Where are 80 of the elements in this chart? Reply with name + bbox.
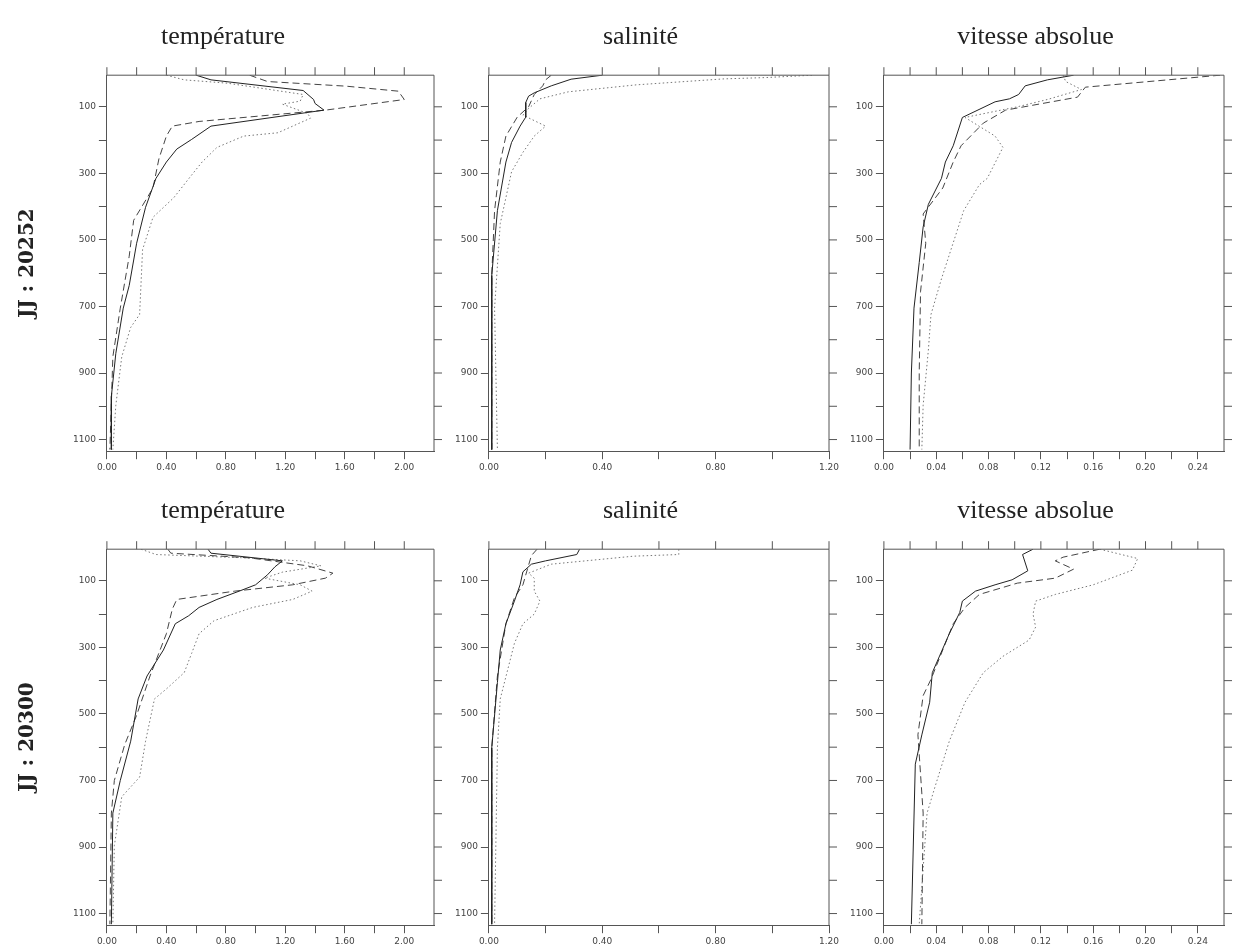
y-tick-label: 900 [78,841,97,852]
x-tick-label: 0.00 [478,935,500,946]
y-tick-label: 700 [78,774,97,785]
x-tick-label: 0.80 [705,935,726,946]
x-tick-label: 0.00 [478,461,500,472]
chart-title: salinité [602,495,679,525]
y-tick-label: 500 [78,234,97,245]
x-tick-label: 0.16 [1083,461,1104,472]
y-tick-label: 100 [78,575,97,586]
y-tick-label: 1100 [850,433,874,444]
x-tick-label: 1.60 [334,935,356,946]
x-tick-label: 2.00 [394,935,415,946]
chart-title: température [160,21,286,51]
y-tick-label: 500 [460,234,479,245]
y-tick-label: 300 [460,641,479,652]
y-tick-label: 900 [460,367,479,378]
y-tick-label: 500 [460,708,479,719]
y-tick-label: 900 [78,367,97,378]
x-tick-label: 0.08 [978,461,999,472]
x-tick-label: 2.00 [394,461,415,472]
x-tick-label: 0.40 [156,461,177,472]
y-tick-label: 700 [855,300,874,311]
y-tick-label: 100 [78,101,97,112]
x-tick-label: 0.00 [873,935,895,946]
x-tick-label: 0.40 [156,935,177,946]
y-tick-label: 300 [78,167,97,178]
x-tick-label: 1.20 [275,461,296,472]
y-tick-label: 900 [855,841,874,852]
chart-title: température [160,495,286,525]
y-axis-title: JJ : 20252 [14,208,39,321]
y-tick-label: 1100 [73,907,97,918]
x-tick-label: 1.20 [818,935,840,946]
y-tick-label: 900 [460,841,479,852]
y-tick-label: 500 [855,708,874,719]
x-tick-label: 1.60 [334,461,356,472]
x-tick-label: 0.20 [1135,461,1156,472]
x-tick-label: 0.00 [873,461,895,472]
y-tick-label: 100 [855,575,874,586]
x-tick-label: 0.00 [96,461,118,472]
x-tick-label: 1.20 [275,935,296,946]
x-tick-label: 0.40 [592,461,613,472]
y-tick-label: 700 [855,774,874,785]
y-tick-label: 300 [78,641,97,652]
x-tick-label: 0.04 [926,935,947,946]
x-tick-label: 0.20 [1135,935,1156,946]
y-tick-label: 300 [855,167,874,178]
y-tick-label: 1100 [455,433,479,444]
y-tick-label: 1100 [850,907,874,918]
y-tick-label: 900 [855,367,874,378]
line-series [918,549,1139,925]
x-tick-label: 0.24 [1187,935,1209,946]
y-tick-label: 1100 [455,907,479,918]
chart-title: vitesse absolue [957,21,1114,51]
line-series [494,549,680,925]
x-tick-label: 0.08 [978,935,999,946]
x-tick-label: 0.16 [1083,935,1104,946]
y-axis-title: JJ : 20300 [14,682,39,795]
y-tick-label: 300 [460,167,479,178]
chart-title: vitesse absolue [957,495,1114,525]
x-tick-label: 0.12 [1030,461,1051,472]
chart-title: salinité [602,21,679,51]
x-tick-label: 0.04 [926,461,947,472]
x-tick-label: 1.20 [818,461,840,472]
x-tick-label: 0.40 [592,935,613,946]
x-tick-label: 0.12 [1030,935,1051,946]
y-tick-label: 500 [855,234,874,245]
y-tick-label: 700 [78,300,97,311]
y-tick-label: 100 [460,575,479,586]
y-tick-label: 700 [460,300,479,311]
y-tick-label: 300 [855,641,874,652]
y-tick-label: 100 [460,101,479,112]
x-tick-label: 0.00 [96,935,118,946]
y-tick-label: 100 [855,101,874,112]
x-tick-label: 0.24 [1187,461,1209,472]
y-tick-label: 500 [78,708,97,719]
y-tick-label: 700 [460,774,479,785]
y-tick-label: 1100 [73,433,97,444]
x-tick-label: 0.80 [215,461,237,472]
x-tick-label: 0.80 [215,935,237,946]
x-tick-label: 0.80 [705,461,726,472]
